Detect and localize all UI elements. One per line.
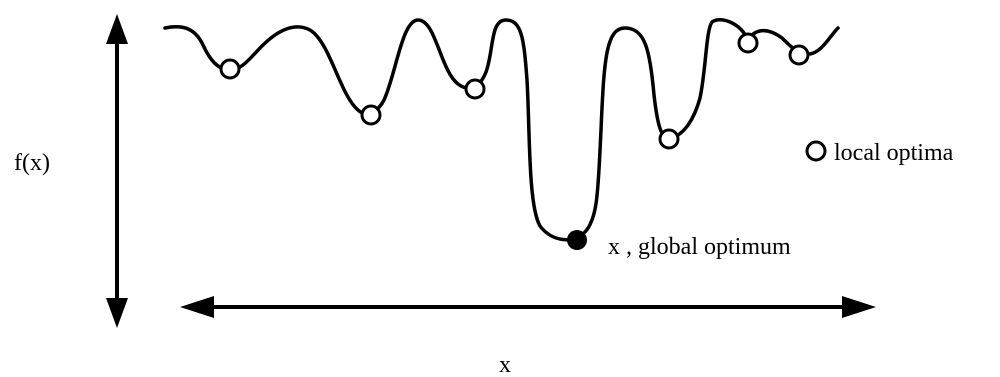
global-optimum-label: x , global optimum: [608, 234, 791, 260]
y-axis-label: f(x): [14, 150, 50, 176]
x-axis-label: x: [499, 352, 511, 377]
local-optimum-marker: [737, 32, 759, 54]
local-optimum-marker: [788, 44, 810, 66]
local-optimum-marker: [219, 58, 241, 80]
y-axis-arrow: [106, 14, 128, 328]
function-curve: [163, 18, 840, 242]
legend-local-marker: [805, 140, 827, 162]
global-optimum-marker: [567, 230, 587, 250]
legend-local-label: local optima: [834, 140, 954, 166]
x-axis-arrow: [180, 296, 876, 318]
local-optimum-marker: [360, 104, 382, 126]
local-optima-markers: [219, 32, 810, 150]
local-optimum-marker: [464, 78, 486, 100]
local-optimum-marker: [658, 128, 680, 150]
legend: local optima: [805, 140, 954, 166]
